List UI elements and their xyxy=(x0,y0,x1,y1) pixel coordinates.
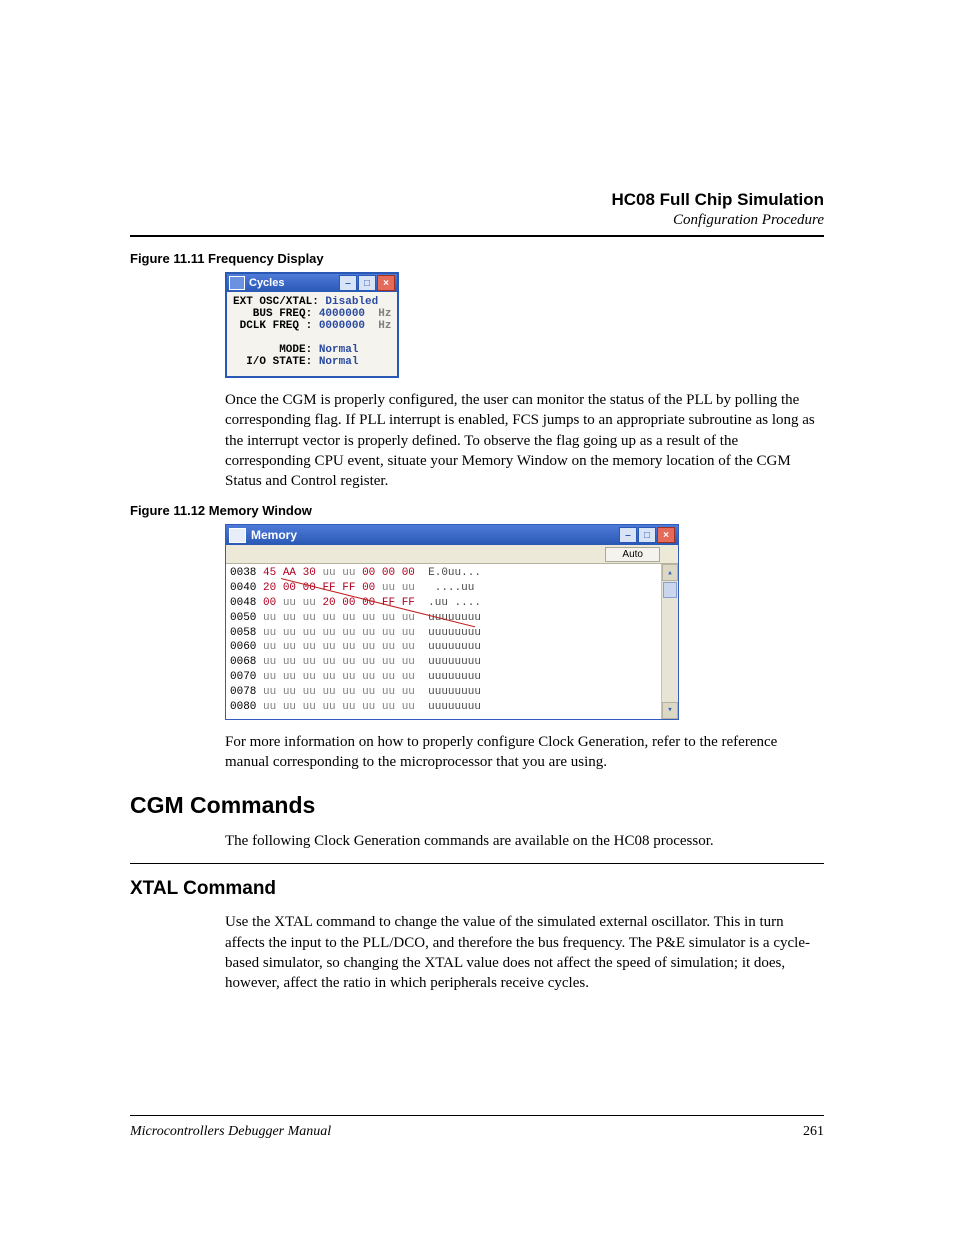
footer-manual-title: Microcontrollers Debugger Manual xyxy=(130,1124,331,1140)
page-footer: Microcontrollers Debugger Manual 261 xyxy=(130,1107,824,1140)
scroll-thumb[interactable] xyxy=(663,582,677,598)
xtal-command-heading: XTAL Command xyxy=(130,878,824,900)
memory-window: Memory – □ × Auto 0038 45 AA 30 uu uu 00… xyxy=(225,524,679,719)
scrollbar[interactable]: ▴ ▾ xyxy=(661,564,678,718)
memory-body: 0038 45 AA 30 uu uu 00 00 00 E.0uu...004… xyxy=(226,564,678,718)
page: HC08 Full Chip Simulation Configuration … xyxy=(0,0,954,1235)
memory-icon xyxy=(229,528,246,543)
scroll-down-button[interactable]: ▾ xyxy=(662,702,678,719)
header-title: HC08 Full Chip Simulation xyxy=(130,190,824,210)
memory-row: 0068 uu uu uu uu uu uu uu uu uuuuuuuu xyxy=(230,655,657,670)
close-button[interactable]: × xyxy=(377,275,395,291)
section-rule xyxy=(130,863,824,864)
cycles-row: I/O STATE: Normal xyxy=(233,356,391,368)
scroll-up-button[interactable]: ▴ xyxy=(662,564,678,581)
footer-rule xyxy=(130,1115,824,1116)
figure-11-12-caption: Figure 11.12 Memory Window xyxy=(130,503,824,518)
cycles-window: Cycles – □ × EXT OSC/XTAL: Disabled BUS … xyxy=(225,272,399,378)
paragraph-cgm-monitor: Once the CGM is properly configured, the… xyxy=(225,390,824,491)
memory-row: 0058 uu uu uu uu uu uu uu uu uuuuuuuu xyxy=(230,626,657,641)
cycles-row xyxy=(233,332,391,344)
maximize-button[interactable]: □ xyxy=(638,527,656,543)
paragraph-more-info: For more information on how to properly … xyxy=(225,732,824,773)
memory-hex-area[interactable]: 0038 45 AA 30 uu uu 00 00 00 E.0uu...004… xyxy=(226,564,661,718)
cgm-commands-heading: CGM Commands xyxy=(130,792,824,819)
memory-toolbar: Auto xyxy=(226,545,678,564)
cycles-title-text: Cycles xyxy=(249,277,284,289)
memory-row: 0048 00 uu uu 20 00 00 FF FF .uu .... xyxy=(230,596,657,611)
maximize-button[interactable]: □ xyxy=(358,275,376,291)
memory-row: 0040 20 00 00 FF FF 00 uu uu ....uu xyxy=(230,581,657,596)
memory-titlebar[interactable]: Memory – □ × xyxy=(226,525,678,545)
minimize-button[interactable]: – xyxy=(619,527,637,543)
cycles-row: EXT OSC/XTAL: Disabled xyxy=(233,296,391,308)
header-subtitle: Configuration Procedure xyxy=(130,212,824,229)
app-icon xyxy=(229,276,245,290)
paragraph-cgm-commands: The following Clock Generation commands … xyxy=(225,831,824,851)
memory-row: 0038 45 AA 30 uu uu 00 00 00 E.0uu... xyxy=(230,566,657,581)
memory-row: 0070 uu uu uu uu uu uu uu uu uuuuuuuu xyxy=(230,670,657,685)
close-button[interactable]: × xyxy=(657,527,675,543)
scroll-track[interactable] xyxy=(662,599,678,701)
paragraph-xtal: Use the XTAL command to change the value… xyxy=(225,912,824,993)
auto-button[interactable]: Auto xyxy=(605,547,660,562)
memory-row: 0078 uu uu uu uu uu uu uu uu uuuuuuuu xyxy=(230,685,657,700)
running-header: HC08 Full Chip Simulation Configuration … xyxy=(130,190,824,229)
minimize-button[interactable]: – xyxy=(339,275,357,291)
cycles-titlebar[interactable]: Cycles – □ × xyxy=(227,274,397,292)
memory-row: 0080 uu uu uu uu uu uu uu uu uuuuuuuu xyxy=(230,700,657,715)
cycles-row: BUS FREQ: 4000000 Hz xyxy=(233,308,391,320)
memory-row: 0060 uu uu uu uu uu uu uu uu uuuuuuuu xyxy=(230,640,657,655)
cycles-row: MODE: Normal xyxy=(233,344,391,356)
header-rule xyxy=(130,235,824,237)
memory-title-text: Memory xyxy=(251,528,297,542)
cycles-row: DCLK FREQ : 0000000 Hz xyxy=(233,320,391,332)
cycles-body: EXT OSC/XTAL: Disabled BUS FREQ: 4000000… xyxy=(227,292,397,376)
figure-11-11-caption: Figure 11.11 Frequency Display xyxy=(130,251,824,266)
footer-page-number: 261 xyxy=(803,1124,824,1140)
